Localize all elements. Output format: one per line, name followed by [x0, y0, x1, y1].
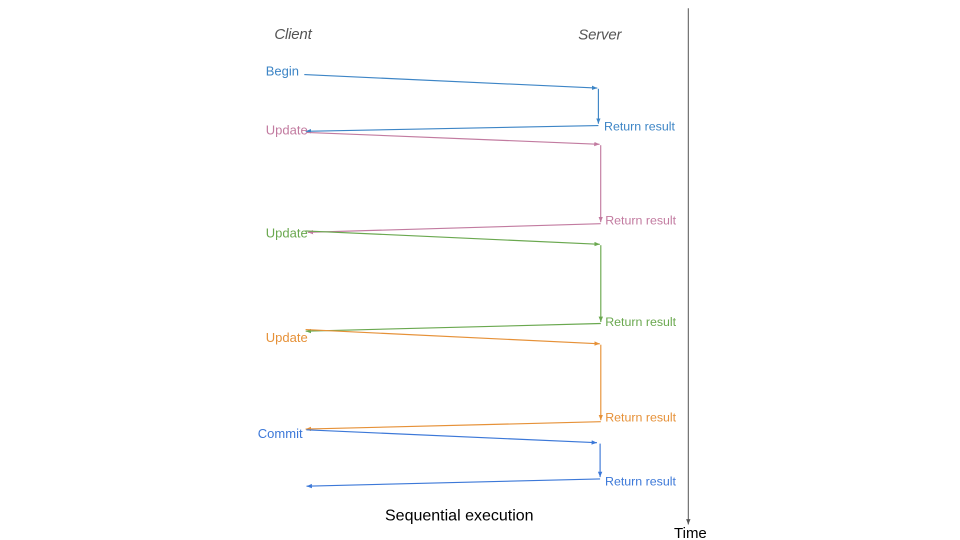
svg-text:Return result: Return result [605, 411, 676, 425]
svg-text:Return result: Return result [605, 315, 676, 329]
svg-text:Begin: Begin [266, 64, 299, 79]
svg-text:Sequential execution: Sequential execution [385, 507, 534, 524]
svg-text:Return result: Return result [604, 119, 675, 133]
svg-text:Return result: Return result [605, 475, 676, 489]
svg-text:Update: Update [266, 122, 308, 137]
svg-text:Commit: Commit [258, 426, 303, 441]
svg-text:Return result: Return result [605, 213, 676, 227]
svg-text:Update: Update [266, 226, 308, 241]
svg-text:Server: Server [578, 27, 622, 44]
svg-text:Time: Time [674, 525, 707, 540]
svg-text:Client: Client [274, 26, 312, 43]
svg-text:Update: Update [266, 330, 308, 345]
